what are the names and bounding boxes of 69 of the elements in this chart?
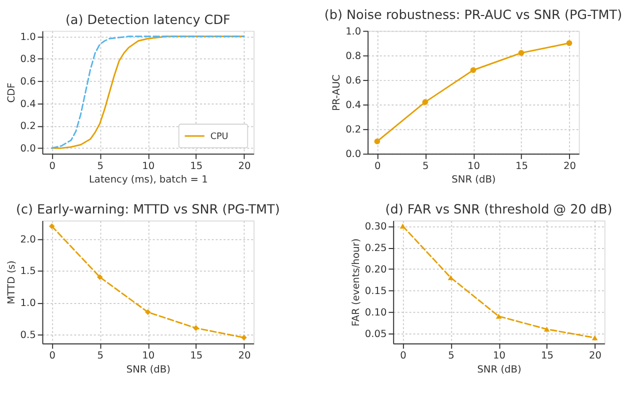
- point: [496, 314, 502, 319]
- x-axis-title: SNR (dB): [452, 174, 496, 186]
- x-tick-label: 10: [467, 160, 480, 172]
- y-tick-label: 0.0: [346, 149, 362, 160]
- point: [374, 138, 380, 144]
- y-tick-label: 0.6: [346, 75, 362, 86]
- point: [96, 274, 103, 280]
- x-tick-label: 20: [238, 350, 251, 362]
- y-axis-title: MTTD (s): [6, 260, 18, 304]
- y-tick-label: 0.2: [20, 121, 36, 132]
- x-tick-label: 10: [493, 350, 506, 362]
- x-tick-label: 15: [515, 160, 528, 172]
- y-tick-label: 0.4: [346, 100, 362, 111]
- y-tick-label: 0.2: [346, 124, 362, 136]
- x-tick-label: 0: [374, 160, 381, 172]
- point: [470, 67, 476, 74]
- y-tick-label: 0.8: [20, 54, 36, 66]
- x-tick-label: 5: [97, 350, 104, 362]
- x-tick-label: 15: [190, 350, 203, 362]
- chart-title: (a) Detection latency CDF: [65, 12, 230, 28]
- point: [422, 99, 428, 105]
- y-tick-label: 1.0: [346, 26, 362, 38]
- x-tick-label: 0: [49, 160, 56, 172]
- point: [544, 326, 550, 332]
- point: [48, 223, 55, 230]
- point: [400, 224, 406, 229]
- chart-title: (c) Early-warning: MTTD vs SNR (PG-TMT): [16, 202, 280, 218]
- x-tick-label: 5: [97, 160, 104, 172]
- y-axis-title: FAR (events/hour): [350, 238, 362, 326]
- y-tick-label: 0.0: [20, 144, 36, 155]
- x-tick-label: 10: [142, 160, 155, 172]
- x-tick-label: 5: [422, 160, 429, 172]
- y-axis-title: CDF: [6, 82, 18, 103]
- chart-title: (b) Noise robustness: PR-AUC vs SNR (PG-TMT): [324, 8, 622, 24]
- x-tick-label: 20: [564, 160, 576, 172]
- x-axis-title: Latency (ms), batch = 1: [88, 174, 208, 186]
- x-axis-title: SNR (dB): [126, 364, 170, 376]
- y-tick-label: 0.10: [364, 307, 387, 318]
- y-tick-label: 0.8: [346, 50, 362, 62]
- point: [241, 334, 247, 341]
- y-tick-label: 2.0: [20, 234, 36, 246]
- point: [193, 325, 199, 331]
- y-tick-label: 0.4: [20, 98, 36, 110]
- x-tick-label: 15: [190, 160, 203, 172]
- x-tick-label: 0: [400, 350, 406, 362]
- x-tick-label: 20: [589, 350, 602, 362]
- y-tick-label: 0.20: [364, 264, 387, 276]
- legend-label: CPU: [210, 132, 228, 142]
- y-tick-label: 0.5: [20, 330, 36, 341]
- y-tick-label: 1.0: [20, 298, 36, 310]
- chart-title: (d) FAR vs SNR (threshold @ 20 dB): [385, 202, 612, 218]
- point: [145, 309, 151, 316]
- y-tick-label: 0.30: [364, 222, 387, 233]
- x-axis-title: SNR (dB): [477, 364, 522, 376]
- point: [592, 335, 598, 340]
- x-tick-label: 0: [49, 350, 56, 362]
- y-tick-label: 0.6: [20, 76, 36, 88]
- x-tick-label: 5: [448, 350, 454, 362]
- y-tick-label: 0.15: [364, 286, 387, 297]
- point: [518, 50, 524, 56]
- y-tick-label: 0.25: [364, 242, 387, 254]
- point: [566, 40, 572, 46]
- x-tick-label: 10: [142, 350, 155, 362]
- x-tick-label: 20: [238, 160, 251, 172]
- y-axis-title: PR-AUC: [332, 74, 343, 111]
- x-tick-label: 15: [541, 350, 554, 362]
- y-tick-label: 1.0: [20, 32, 36, 43]
- y-tick-label: 1.5: [20, 266, 36, 278]
- y-tick-label: 0.05: [364, 328, 387, 340]
